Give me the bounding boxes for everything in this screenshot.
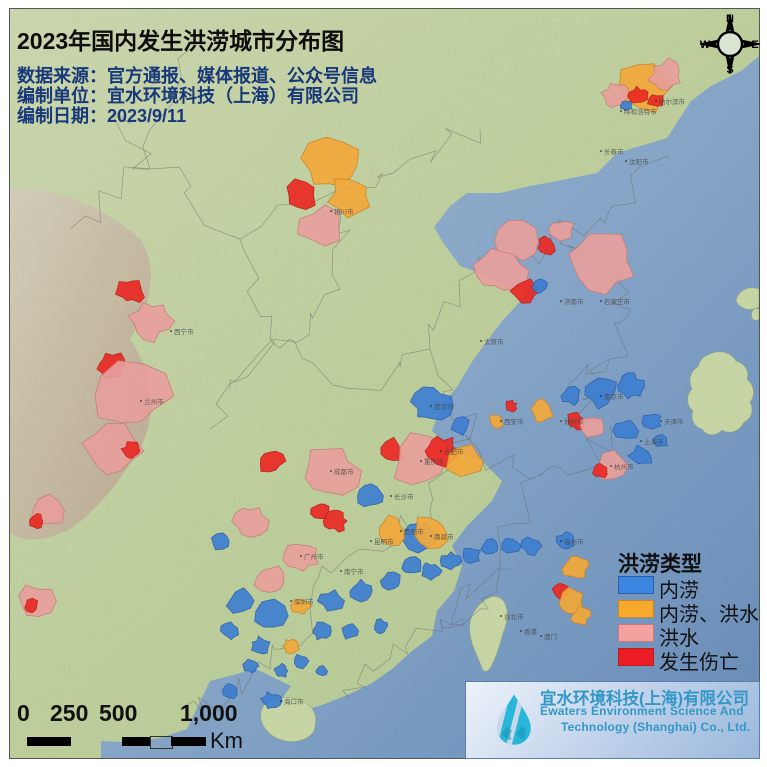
svg-text:石家庄市: 石家庄市 <box>604 297 631 306</box>
svg-text:呼和浩特市: 呼和浩特市 <box>624 107 657 116</box>
svg-text:N: N <box>726 13 734 25</box>
svg-text:西安市: 西安市 <box>504 417 524 426</box>
svg-text:昆明市: 昆明市 <box>374 537 394 546</box>
svg-text:济南市: 济南市 <box>564 297 584 306</box>
svg-text:杭州市: 杭州市 <box>614 462 634 471</box>
svg-text:E: E <box>751 39 758 51</box>
svg-text:深圳市: 深圳市 <box>294 597 314 606</box>
svg-text:上海市: 上海市 <box>644 437 664 446</box>
svg-text:澳门: 澳门 <box>544 632 557 641</box>
svg-text:贵阳市: 贵阳市 <box>404 527 424 536</box>
svg-text:哈尔滨市: 哈尔滨市 <box>659 97 686 106</box>
svg-text:长春市: 长春市 <box>604 147 624 156</box>
svg-text:郑州市: 郑州市 <box>564 417 584 426</box>
svg-text:天津市: 天津市 <box>664 417 684 426</box>
svg-text:西宁市: 西宁市 <box>174 327 194 336</box>
svg-text:W: W <box>700 39 711 51</box>
svg-text:香港: 香港 <box>524 627 538 636</box>
svg-text:广州市: 广州市 <box>304 552 324 561</box>
svg-text:S: S <box>726 64 733 76</box>
svg-text:银川市: 银川市 <box>334 207 354 216</box>
svg-text:南宁市: 南宁市 <box>344 567 364 576</box>
svg-text:合肥市: 合肥市 <box>444 447 464 456</box>
svg-text:台北市: 台北市 <box>504 612 524 621</box>
svg-text:成都市: 成都市 <box>334 467 354 476</box>
svg-text:沈阳市: 沈阳市 <box>629 157 649 166</box>
svg-text:兰州市: 兰州市 <box>144 397 164 406</box>
svg-text:福州市: 福州市 <box>564 537 584 546</box>
svg-text:重庆市: 重庆市 <box>424 457 444 466</box>
svg-text:太原市: 太原市 <box>484 337 504 346</box>
svg-text:南昌市: 南昌市 <box>434 532 454 541</box>
svg-text:海口市: 海口市 <box>284 697 304 706</box>
svg-text:长沙市: 长沙市 <box>394 492 414 501</box>
svg-text:南京市: 南京市 <box>604 392 624 401</box>
svg-text:武汉市: 武汉市 <box>434 402 454 411</box>
